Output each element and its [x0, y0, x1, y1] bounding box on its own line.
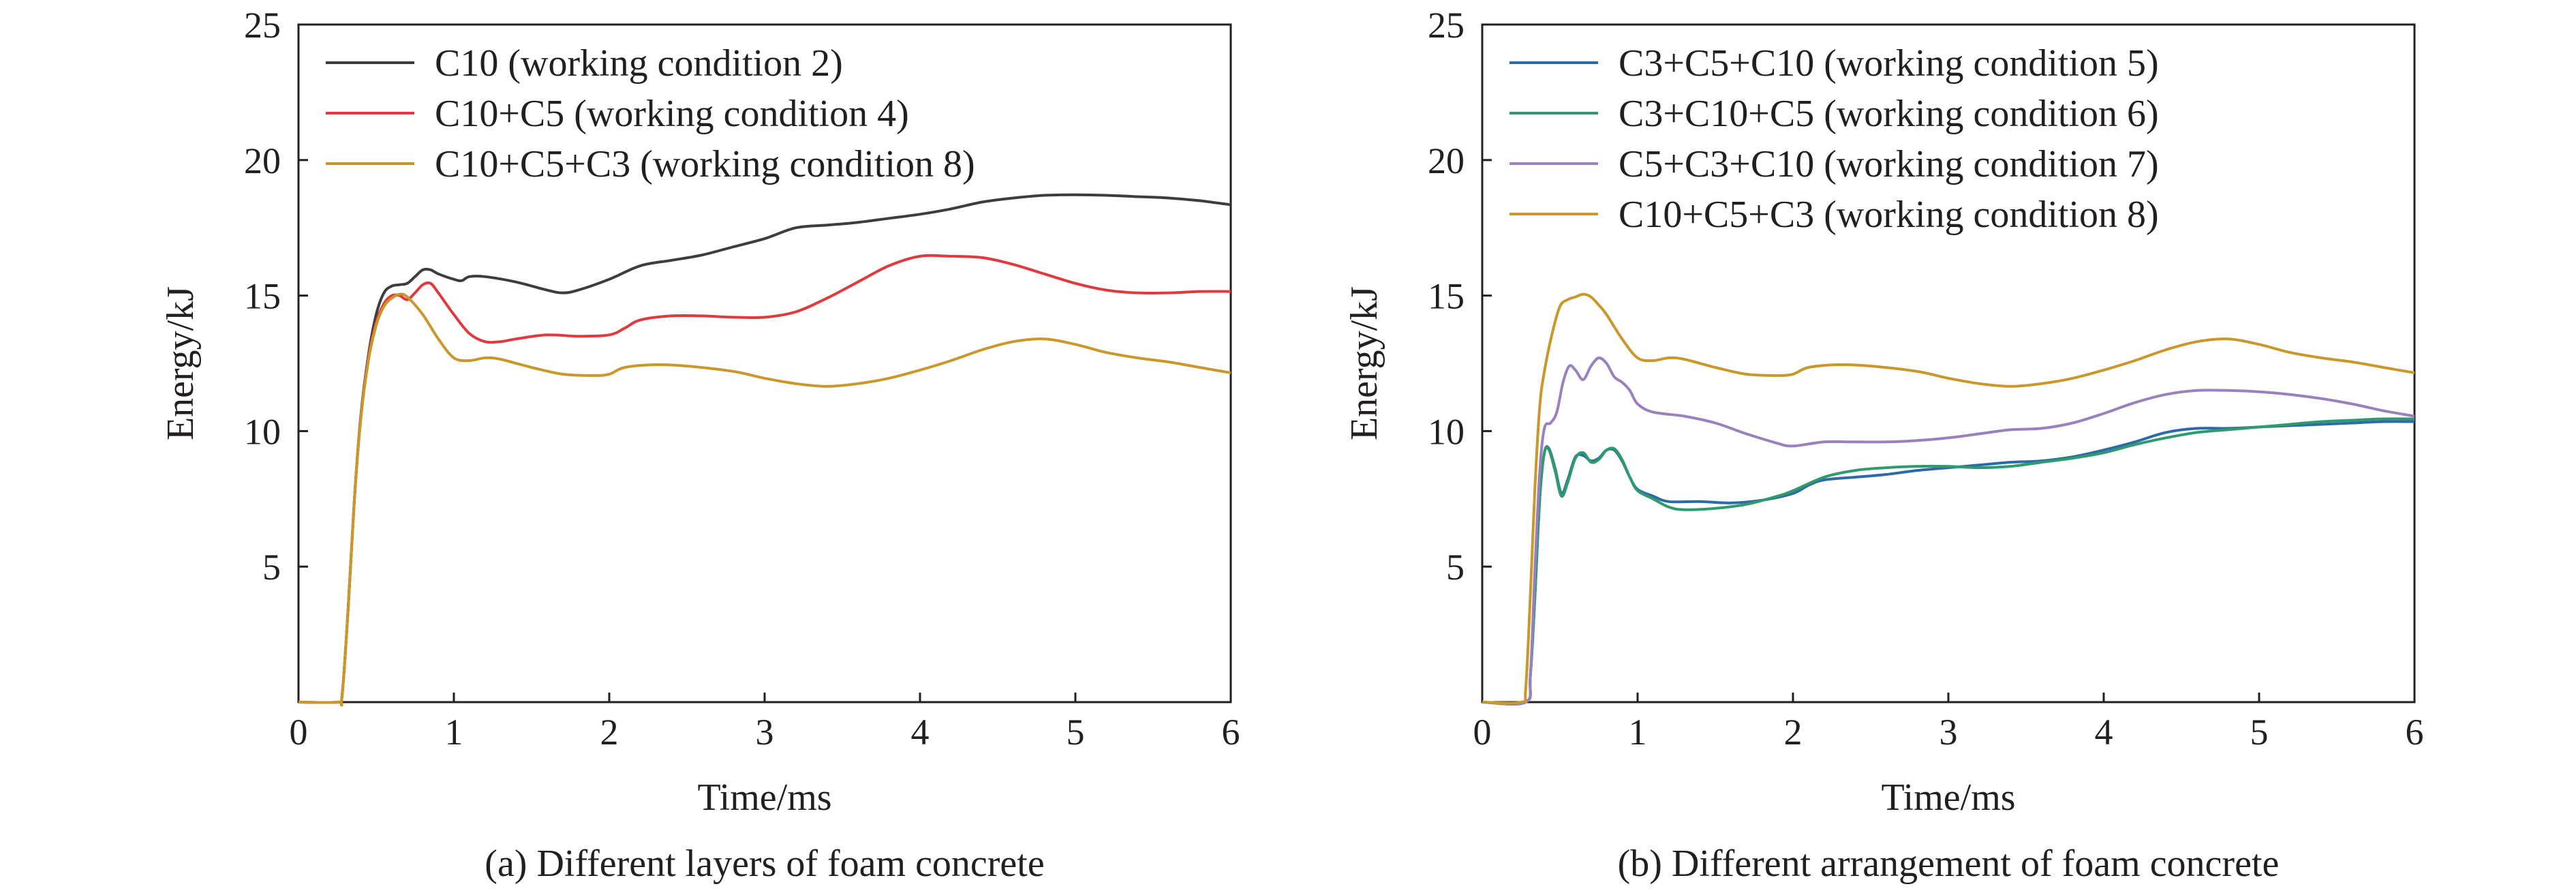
- x-tick-label: 6: [2406, 712, 2424, 753]
- series-line-3: [1482, 356, 2415, 706]
- legend-label-1: C10 (working condition 2): [435, 42, 843, 85]
- series-line-4: [1482, 292, 2415, 705]
- series-layer: [298, 193, 1231, 707]
- series-line-2: [1482, 417, 2415, 706]
- legend-label-2: C10+C5 (working condition 4): [435, 93, 909, 135]
- legend-label-2: C3+C10+C5 (working condition 6): [1619, 93, 2159, 135]
- x-tick-label: 2: [600, 712, 619, 753]
- series-line-2: [298, 254, 1231, 707]
- chart-caption: (b) Different arrangement of foam concre…: [1618, 843, 2280, 885]
- y-tick-label: 25: [1428, 5, 1465, 46]
- x-tick-label: 0: [290, 712, 308, 753]
- legend-label-1: C3+C5+C10 (working condition 5): [1619, 42, 2159, 85]
- y-tick-label: 25: [244, 5, 281, 46]
- y-tick-label: 15: [244, 276, 281, 317]
- x-tick-label: 4: [2095, 712, 2113, 753]
- series-line-3: [298, 292, 1231, 707]
- x-tick-label: 0: [1473, 712, 1492, 753]
- x-tick-label: 6: [1222, 712, 1240, 753]
- y-axis-label: Energy/kJ: [1343, 286, 1385, 440]
- series-layer: [1482, 292, 2415, 706]
- y-tick-label: 5: [1446, 547, 1465, 588]
- y-tick-label: 10: [1428, 411, 1465, 452]
- series-line-1: [298, 193, 1231, 707]
- x-axis-label: Time/ms: [697, 776, 831, 819]
- legend: C10 (working condition 2) C10+C5 (working…: [326, 42, 975, 185]
- chart-panel-b: 0 1 2 3 4 5 6 5 10 15 20 25 C3+C5+C10 (working cond…: [1343, 5, 2424, 885]
- x-tick-label: 2: [1784, 712, 1803, 753]
- chart-panel-a: 0 1 2 3 4 5 6 5 10 15 20 25 C10 (working condition …: [159, 5, 1240, 885]
- x-tick-label: 1: [445, 712, 463, 753]
- ticks-layer: 0 1 2 3 4 5 6 5 10 15 20 25: [244, 5, 1240, 753]
- y-tick-label: 20: [1428, 140, 1465, 181]
- x-tick-label: 5: [1067, 712, 1085, 753]
- y-tick-label: 20: [244, 140, 281, 181]
- x-axis-label: Time/ms: [1881, 776, 2015, 819]
- x-tick-label: 5: [2250, 712, 2269, 753]
- x-tick-label: 4: [911, 712, 930, 753]
- y-axis-label: Energy/kJ: [159, 286, 202, 440]
- x-tick-label: 1: [1629, 712, 1647, 753]
- series-line-1: [1482, 420, 2415, 706]
- y-tick-label: 10: [244, 411, 281, 452]
- legend-label-4: C10+C5+C3 (working condition 8): [1619, 194, 2159, 236]
- legend-label-3: C5+C3+C10 (working condition 7): [1619, 143, 2159, 185]
- ticks-layer: 0 1 2 3 4 5 6 5 10 15 20 25: [1428, 5, 2424, 753]
- legend: C3+C5+C10 (working condition 5) C3+C10+C5…: [1509, 42, 2159, 236]
- y-tick-label: 5: [262, 547, 281, 588]
- x-tick-label: 3: [756, 712, 774, 753]
- chart-caption: (a) Different layers of foam concrete: [485, 843, 1044, 885]
- legend-label-3: C10+C5+C3 (working condition 8): [435, 143, 975, 185]
- y-tick-label: 15: [1428, 276, 1465, 317]
- x-tick-label: 3: [1939, 712, 1958, 753]
